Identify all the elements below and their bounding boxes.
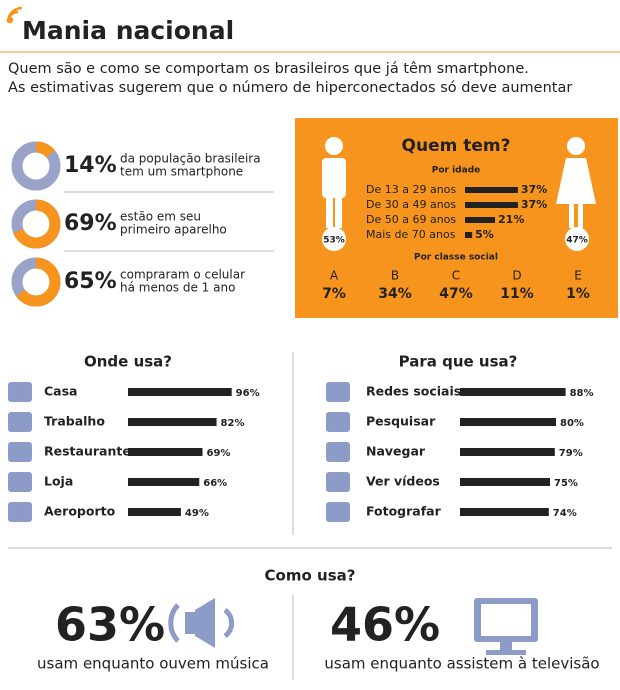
- class-value: 34%: [378, 286, 412, 302]
- icon: [326, 472, 350, 492]
- donut-value: 65%: [64, 269, 117, 294]
- donut-arc: [35, 141, 55, 158]
- bar-value: 75%: [554, 478, 578, 489]
- class-label: A: [330, 269, 339, 283]
- bar-label: Ver vídeos: [366, 474, 440, 489]
- bar-value: 66%: [203, 478, 227, 489]
- bar-label: Fotografar: [366, 504, 442, 519]
- bar: [128, 508, 181, 516]
- age-bar: [465, 232, 473, 238]
- age-bar: [465, 187, 518, 193]
- badge: [322, 227, 346, 251]
- icon: [8, 442, 32, 462]
- icon: [326, 502, 350, 522]
- subtitle: Quem são e como se comportam os brasilei…: [8, 61, 529, 77]
- tv-icon: [474, 598, 538, 655]
- wifi-icon: [6, 6, 23, 24]
- music-icon: [168, 598, 235, 648]
- badge: [565, 227, 589, 251]
- bar-label: Loja: [44, 474, 73, 489]
- bar: [128, 418, 217, 426]
- icon: [8, 502, 32, 522]
- bar-value: 80%: [560, 418, 584, 429]
- bar-value: 69%: [207, 448, 231, 459]
- class-label: C: [452, 269, 460, 283]
- bar-label: Redes sociais: [366, 384, 461, 399]
- class-label: D: [512, 269, 521, 283]
- bar-value: 74%: [553, 508, 577, 519]
- age-label: Mais de 70 anos: [366, 228, 456, 241]
- bar-label: Casa: [44, 384, 77, 399]
- class-label: B: [391, 269, 399, 283]
- age-value: 37%: [521, 198, 547, 211]
- age-value: 5%: [475, 228, 494, 241]
- bar: [460, 448, 555, 456]
- icon: [326, 442, 350, 462]
- bar-label: Trabalho: [44, 414, 105, 429]
- age-bar: [465, 202, 518, 208]
- section-title: Para que usa?: [399, 353, 518, 371]
- donut-text: há menos de 1 ano: [120, 281, 235, 295]
- title: Mania nacional: [22, 16, 234, 45]
- bar: [460, 508, 549, 516]
- donut-arc: [13, 199, 61, 249]
- section-label: Por idade: [432, 166, 481, 176]
- icon: [8, 472, 32, 492]
- age-value: 37%: [521, 183, 547, 196]
- icon: [326, 382, 350, 402]
- class-label: E: [574, 269, 582, 283]
- donut-value: 14%: [64, 153, 117, 178]
- male-pct: 53%: [323, 236, 345, 246]
- donut-text: tem um smartphone: [120, 165, 243, 179]
- donut-text: compraram o celular: [120, 268, 245, 282]
- age-label: De 13 a 29 anos: [366, 183, 456, 196]
- panel-title: Quem tem?: [402, 136, 511, 156]
- bar-value: 96%: [236, 388, 260, 399]
- section-title: Onde usa?: [84, 353, 172, 371]
- bar: [460, 478, 550, 486]
- bar-value: 79%: [559, 448, 583, 459]
- usage-text: usam enquanto assistem à televisão: [324, 655, 599, 673]
- age-value: 21%: [498, 213, 524, 226]
- class-value: 7%: [322, 286, 346, 302]
- icon: [8, 382, 32, 402]
- class-value: 11%: [500, 286, 534, 302]
- class-value: 1%: [566, 286, 590, 302]
- bar-value: 88%: [570, 388, 594, 399]
- bar: [460, 418, 556, 426]
- bar-label: Pesquisar: [366, 414, 436, 429]
- donut-value: 69%: [64, 211, 117, 236]
- bar: [460, 388, 566, 396]
- age-label: De 50 a 69 anos: [366, 213, 456, 226]
- female-icon: [556, 137, 596, 228]
- bar-label: Aeroporto: [44, 504, 116, 519]
- quem-tem-panel: [295, 118, 618, 318]
- class-value: 47%: [439, 286, 473, 302]
- donut-text: primeiro aparelho: [120, 223, 227, 237]
- big-value: 46%: [330, 598, 440, 652]
- female-pct: 47%: [566, 236, 588, 246]
- donut-text: estão em seu: [120, 210, 201, 224]
- male-icon: [322, 137, 346, 228]
- bar-value: 82%: [221, 418, 245, 429]
- subtitle: As estimativas sugerem que o número de h…: [8, 80, 572, 96]
- usage-text: usam enquanto ouvem música: [37, 655, 269, 673]
- icon: [8, 412, 32, 432]
- bar-label: Restaurante: [44, 444, 131, 459]
- section-title: Como usa?: [265, 567, 356, 585]
- bar-value: 49%: [185, 508, 209, 519]
- icon: [326, 412, 350, 432]
- age-label: De 30 a 49 anos: [366, 198, 456, 211]
- bar: [128, 478, 200, 486]
- donut-text: da população brasileira: [120, 152, 261, 166]
- donut-arc: [16, 257, 61, 307]
- bar: [128, 388, 232, 396]
- age-bar: [465, 217, 496, 223]
- bar-label: Navegar: [366, 444, 426, 459]
- big-value: 63%: [55, 598, 165, 652]
- section-label: Por classe social: [414, 253, 498, 263]
- bar: [128, 448, 203, 456]
